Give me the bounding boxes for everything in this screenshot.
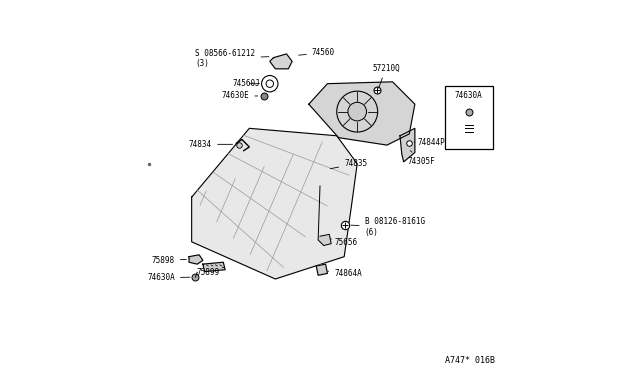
Polygon shape [203, 262, 225, 272]
Text: 74560: 74560 [299, 48, 335, 57]
Text: 74835: 74835 [330, 159, 367, 169]
Polygon shape [270, 54, 292, 69]
Text: 74630E: 74630E [221, 92, 258, 100]
Text: 75898: 75898 [152, 256, 186, 265]
Polygon shape [309, 82, 415, 145]
Polygon shape [318, 234, 331, 246]
Text: 74305F: 74305F [408, 151, 435, 166]
Polygon shape [191, 128, 357, 279]
Polygon shape [400, 128, 415, 162]
Circle shape [348, 102, 367, 121]
Text: B 08126-8161G
(6): B 08126-8161G (6) [351, 217, 425, 237]
Text: 74864A: 74864A [328, 269, 362, 278]
Text: 74630A: 74630A [455, 91, 483, 100]
Text: 74560J: 74560J [233, 79, 260, 88]
Polygon shape [189, 255, 203, 264]
Text: 74844P: 74844P [414, 138, 445, 147]
Text: A747* 016B: A747* 016B [445, 356, 495, 365]
Text: 74834: 74834 [189, 140, 232, 149]
Text: 75899: 75899 [196, 267, 225, 277]
Text: 74630A: 74630A [147, 273, 190, 282]
Text: S 08566-61212
(3): S 08566-61212 (3) [195, 49, 269, 68]
Text: 75656: 75656 [330, 238, 357, 247]
Text: 57210Q: 57210Q [372, 64, 400, 88]
Polygon shape [316, 264, 328, 275]
Bar [445, 86, 493, 149]
